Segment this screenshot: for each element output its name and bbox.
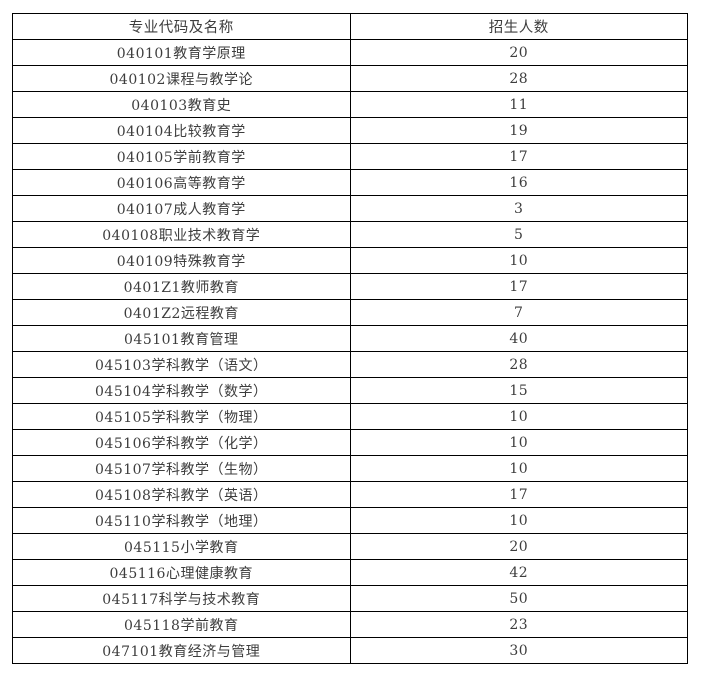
table-row: 045105学科教学（物理） 10 <box>12 403 688 430</box>
enrollment-count-cell: 10 <box>349 507 688 534</box>
major-code-name-cell: 040106高等教育学 <box>12 169 351 196</box>
table-row: 045106学科教学（化学） 10 <box>12 429 688 456</box>
enrollment-count-cell: 10 <box>349 455 688 482</box>
major-code-name-cell: 040109特殊教育学 <box>12 247 351 274</box>
table-row: 045101教育管理 40 <box>12 325 688 352</box>
major-code-name-cell: 045116心理健康教育 <box>12 559 351 586</box>
table-row: 040105学前教育学 17 <box>12 143 688 170</box>
major-code-name-cell: 040103教育史 <box>12 91 351 118</box>
enrollment-count-cell: 30 <box>349 637 688 664</box>
enrollment-table: 专业代码及名称 招生人数 040101教育学原理 20 040102课程与教学论 28… <box>12 13 688 664</box>
enrollment-count-cell: 10 <box>349 247 688 274</box>
major-code-name-cell: 045115小学教育 <box>12 533 351 560</box>
table-row: 045116心理健康教育 42 <box>12 559 688 586</box>
table-row: 040108职业技术教育学 5 <box>12 221 688 248</box>
table-row: 045110学科教学（地理） 10 <box>12 507 688 534</box>
enrollment-count-cell: 20 <box>349 533 688 560</box>
table-row: 047101教育经济与管理 30 <box>12 637 688 664</box>
table-body: 040101教育学原理 20 040102课程与教学论 28 040103教育史 11 04… <box>12 39 688 664</box>
major-code-name-cell: 047101教育经济与管理 <box>12 637 351 664</box>
enrollment-count-cell: 11 <box>349 91 688 118</box>
enrollment-count-cell: 16 <box>349 169 688 196</box>
table-row: 045115小学教育 20 <box>12 533 688 560</box>
table-row: 045103学科教学（语文） 28 <box>12 351 688 378</box>
table-row: 040107成人教育学 3 <box>12 195 688 222</box>
major-code-name-cell: 040108职业技术教育学 <box>12 221 351 248</box>
table-row: 045108学科教学（英语） 17 <box>12 481 688 508</box>
table-row: 040103教育史 11 <box>12 91 688 118</box>
major-code-name-cell: 040107成人教育学 <box>12 195 351 222</box>
major-code-name-cell: 045106学科教学（化学） <box>12 429 351 456</box>
header-row: 专业代码及名称 招生人数 <box>12 13 688 40</box>
major-code-name-cell: 045104学科教学（数学） <box>12 377 351 404</box>
table-row: 0401Z1教师教育 17 <box>12 273 688 300</box>
enrollment-count-cell: 23 <box>349 611 688 638</box>
major-code-name-cell: 040101教育学原理 <box>12 39 351 66</box>
major-code-name-cell: 045110学科教学（地理） <box>12 507 351 534</box>
major-code-name-cell: 045107学科教学（生物） <box>12 455 351 482</box>
major-code-name-cell: 045105学科教学（物理） <box>12 403 351 430</box>
table-row: 0401Z2远程教育 7 <box>12 299 688 326</box>
table-row: 040104比较教育学 19 <box>12 117 688 144</box>
header-enrollment-count: 招生人数 <box>349 13 688 40</box>
enrollment-count-cell: 42 <box>349 559 688 586</box>
enrollment-count-cell: 28 <box>349 351 688 378</box>
table-row: 045107学科教学（生物） 10 <box>12 455 688 482</box>
major-code-name-cell: 0401Z2远程教育 <box>12 299 351 326</box>
major-code-name-cell: 040105学前教育学 <box>12 143 351 170</box>
enrollment-count-cell: 17 <box>349 481 688 508</box>
major-code-name-cell: 045103学科教学（语文） <box>12 351 351 378</box>
enrollment-count-cell: 17 <box>349 143 688 170</box>
table-row: 040102课程与教学论 28 <box>12 65 688 92</box>
major-code-name-cell: 040102课程与教学论 <box>12 65 351 92</box>
enrollment-count-cell: 15 <box>349 377 688 404</box>
header-major-code-name: 专业代码及名称 <box>12 13 351 40</box>
major-code-name-cell: 045101教育管理 <box>12 325 351 352</box>
enrollment-count-cell: 10 <box>349 403 688 430</box>
table-row: 045118学前教育 23 <box>12 611 688 638</box>
enrollment-count-cell: 50 <box>349 585 688 612</box>
enrollment-count-cell: 3 <box>349 195 688 222</box>
table-row: 040106高等教育学 16 <box>12 169 688 196</box>
enrollment-count-cell: 17 <box>349 273 688 300</box>
table-row: 040109特殊教育学 10 <box>12 247 688 274</box>
table-row: 045104学科教学（数学） 15 <box>12 377 688 404</box>
table-header: 专业代码及名称 招生人数 <box>12 13 688 40</box>
enrollment-count-cell: 19 <box>349 117 688 144</box>
major-code-name-cell: 045118学前教育 <box>12 611 351 638</box>
major-code-name-cell: 0401Z1教师教育 <box>12 273 351 300</box>
enrollment-count-cell: 5 <box>349 221 688 248</box>
enrollment-count-cell: 10 <box>349 429 688 456</box>
table-row: 045117科学与技术教育 50 <box>12 585 688 612</box>
major-code-name-cell: 045117科学与技术教育 <box>12 585 351 612</box>
enrollment-count-cell: 28 <box>349 65 688 92</box>
enrollment-count-cell: 20 <box>349 39 688 66</box>
enrollment-count-cell: 40 <box>349 325 688 352</box>
enrollment-count-cell: 7 <box>349 299 688 326</box>
table-row: 040101教育学原理 20 <box>12 39 688 66</box>
major-code-name-cell: 040104比较教育学 <box>12 117 351 144</box>
major-code-name-cell: 045108学科教学（英语） <box>12 481 351 508</box>
